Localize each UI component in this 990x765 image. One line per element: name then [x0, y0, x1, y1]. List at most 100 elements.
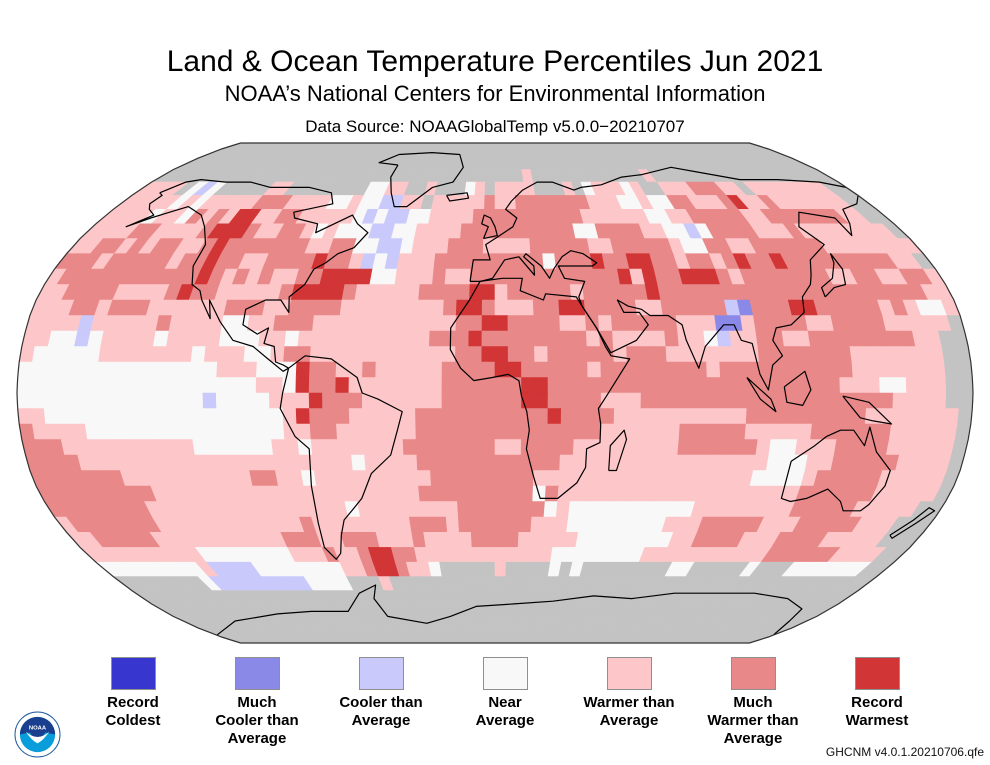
grid-cell — [685, 636, 708, 643]
grid-cell — [533, 315, 548, 332]
grid-cell — [612, 330, 627, 347]
grid-cell — [175, 392, 191, 409]
grid-cell — [469, 627, 481, 638]
grid-cell — [466, 169, 478, 183]
grid-cell — [17, 361, 33, 378]
grid-cell — [713, 636, 739, 643]
grid-cell — [917, 361, 933, 378]
grid-cell — [519, 485, 534, 502]
grid-cell — [336, 330, 352, 347]
grid-cell — [30, 361, 46, 378]
grid-cell — [310, 330, 326, 347]
grid-cell — [179, 439, 196, 456]
grid-cell — [665, 423, 681, 440]
grid-cell — [547, 392, 562, 409]
grid-cell — [484, 590, 496, 605]
grid-cell — [428, 346, 443, 363]
grid-cell — [83, 392, 98, 409]
legend-label: Record Warmest — [845, 694, 909, 729]
grid-cell — [325, 454, 341, 471]
grid-cell — [419, 501, 435, 518]
grid-cell — [520, 470, 535, 487]
grid-cell — [416, 315, 431, 332]
grid-cell — [309, 408, 324, 425]
grid-cell — [428, 330, 444, 347]
grid-cell — [454, 408, 469, 425]
coastline-africa — [449, 277, 631, 499]
grid-cell — [731, 423, 747, 440]
grid-cell — [335, 408, 350, 425]
grid-cell — [205, 439, 222, 456]
grid-cell — [505, 223, 519, 239]
grid-cell — [838, 408, 854, 425]
grid-cell — [582, 284, 598, 301]
grid-cell — [635, 636, 655, 643]
grid-cell — [258, 439, 274, 456]
data-source-label: Data Source: NOAAGlobalTemp v5.0.0−20210… — [305, 117, 685, 136]
grid-cell — [351, 454, 367, 471]
grid-cell — [365, 299, 381, 316]
grid-cell — [547, 346, 562, 363]
grid-cell — [652, 423, 668, 440]
grid-cell — [486, 627, 496, 638]
grid-cell — [432, 501, 447, 518]
grid-cell — [716, 439, 732, 456]
grid-cell — [149, 361, 165, 378]
grid-cell — [468, 346, 483, 363]
grid-cell — [534, 346, 549, 363]
grid-cell — [111, 346, 128, 363]
grid-cell — [428, 377, 443, 394]
grid-cell — [17, 377, 32, 394]
coastline-borneo — [783, 370, 812, 406]
grid-cell — [585, 439, 601, 456]
grid-cell — [662, 454, 678, 471]
grid-cell — [944, 361, 960, 378]
grid-cell — [640, 408, 655, 425]
grid-cell — [439, 561, 453, 577]
grid-cell — [572, 454, 587, 471]
grid-cell — [390, 454, 405, 471]
grid-cell — [733, 392, 748, 409]
grid-cell — [470, 531, 484, 548]
grid-cell — [678, 636, 701, 643]
grid-cell — [481, 423, 496, 440]
grid-cell — [586, 636, 603, 643]
grid-cell — [416, 454, 431, 471]
grid-cell — [483, 561, 496, 577]
grid-cell — [773, 392, 788, 409]
grid-cell — [623, 454, 639, 471]
grid-cell — [17, 392, 32, 409]
grid-cell — [462, 195, 476, 210]
grid-cell — [546, 330, 562, 347]
legend-swatch-much-cooler — [234, 657, 280, 690]
grid-cell — [322, 423, 338, 440]
grid-cell — [362, 423, 378, 440]
grid-cell — [671, 636, 693, 643]
grid-cell — [96, 392, 111, 409]
grid-cell — [461, 209, 475, 225]
grid-cell — [727, 315, 744, 332]
grid-cell — [559, 454, 574, 471]
grid-cell — [189, 392, 204, 409]
grid-cell — [375, 361, 390, 378]
grid-cell — [423, 238, 438, 254]
grid-cell — [430, 299, 445, 316]
grid-cell — [408, 516, 424, 533]
grid-cell — [83, 361, 99, 378]
grid-cell — [679, 408, 695, 425]
grid-cell — [849, 423, 866, 440]
grid-cell — [667, 377, 682, 394]
grid-cell — [468, 408, 483, 425]
grid-cell — [271, 439, 287, 456]
grid-cell — [136, 377, 151, 394]
grid-cell — [71, 346, 88, 363]
grid-cell — [627, 377, 642, 394]
grid-cell — [474, 181, 486, 196]
grid-cell — [323, 330, 339, 347]
grid-cell — [177, 423, 194, 440]
grid-cell — [428, 439, 444, 456]
grid-cell — [336, 346, 351, 363]
grid-cell — [494, 439, 509, 456]
grid-cell — [320, 636, 340, 643]
grid-cell — [388, 377, 403, 394]
